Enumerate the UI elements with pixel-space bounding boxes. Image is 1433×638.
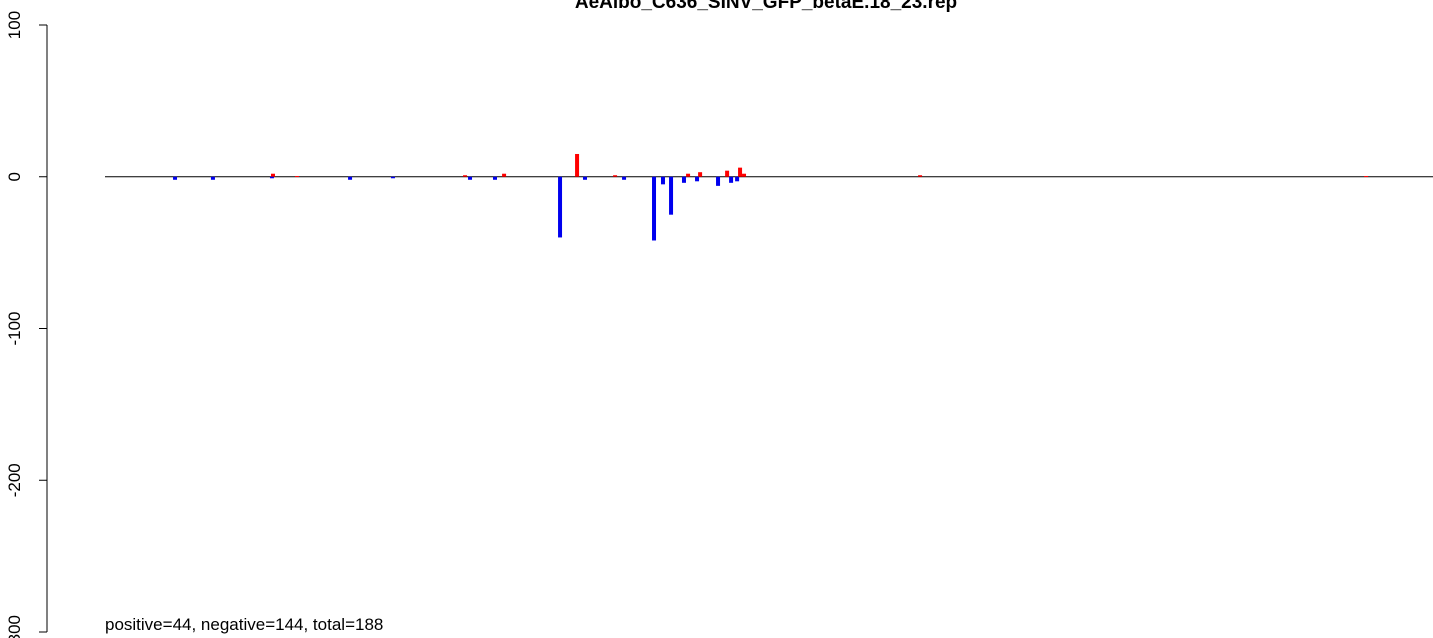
- bar: [695, 176, 700, 182]
- bar: [660, 176, 665, 185]
- bar: [390, 176, 395, 179]
- bar: [468, 176, 473, 180]
- bar: [269, 176, 274, 179]
- bar: [716, 176, 721, 186]
- bar: [918, 175, 923, 177]
- bar: [583, 176, 588, 180]
- y-tick-label: -200: [5, 463, 24, 497]
- y-tick-label: -100: [5, 311, 24, 345]
- bar: [698, 172, 703, 177]
- bar: [686, 173, 691, 177]
- y-tick-label: -300: [5, 615, 24, 638]
- bar: [681, 176, 686, 183]
- bar: [1364, 175, 1369, 177]
- bar: [348, 176, 353, 180]
- bar: [729, 176, 734, 183]
- bar: [493, 176, 498, 180]
- y-tick-label: 100: [5, 11, 24, 39]
- bar: [210, 176, 215, 180]
- bar: [738, 167, 743, 177]
- bar: [652, 176, 657, 241]
- bar: [173, 176, 178, 180]
- y-tick-label: 0: [5, 172, 24, 181]
- bar: [558, 176, 563, 238]
- bar: [613, 175, 618, 177]
- bar: [270, 173, 275, 177]
- chart-title: AeAlbo_C636_SINV_GFP_betaE.18_23.rep: [575, 0, 957, 13]
- bar: [295, 175, 300, 177]
- bar: [725, 170, 730, 177]
- bar: [742, 173, 747, 177]
- bar: [502, 173, 507, 177]
- bar: [575, 153, 580, 177]
- bar: [463, 175, 468, 177]
- bar: [622, 176, 627, 180]
- annotation: positive=44, negative=144, total=188: [105, 615, 383, 634]
- bar: [735, 176, 740, 182]
- bar: [669, 176, 674, 215]
